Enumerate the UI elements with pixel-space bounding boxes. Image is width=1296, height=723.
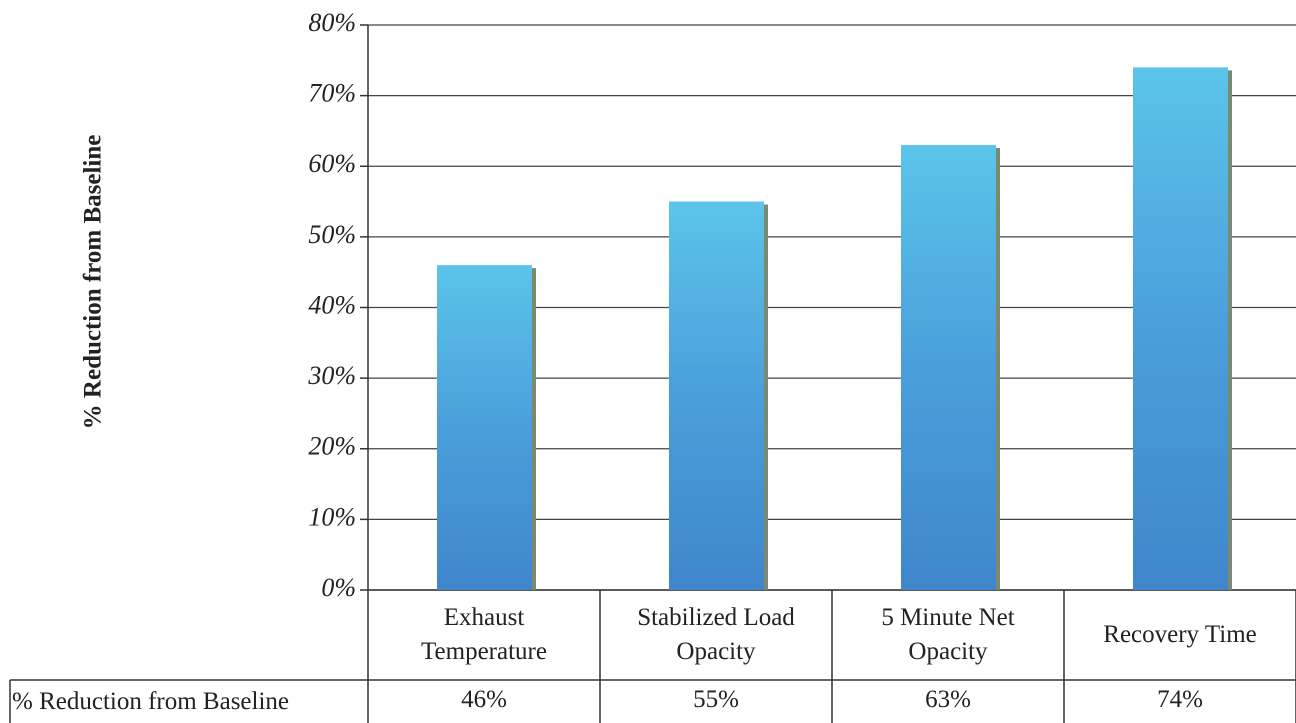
category-cell: Exhaust Temperature <box>421 604 547 665</box>
value-label: 55% <box>693 686 739 713</box>
y-tick-label: 30% <box>307 361 356 390</box>
x-tick-label: Exhaust Temperature <box>421 604 547 665</box>
y-tick-label: 80% <box>308 8 356 37</box>
y-tick-label: 10% <box>308 502 356 531</box>
y-tick-label: 70% <box>308 79 356 108</box>
bar <box>901 145 996 590</box>
category-cell: Recovery Time <box>1103 621 1257 648</box>
value-label: 46% <box>461 686 507 713</box>
bar <box>669 201 764 590</box>
category-cell: 5 Minute Net Opacity <box>881 604 1015 665</box>
y-tick-label: 40% <box>308 290 356 319</box>
y-tick-label: 50% <box>308 220 356 249</box>
y-tick-label: 20% <box>308 432 356 461</box>
x-tick-label: 5 Minute Net Opacity <box>881 604 1015 665</box>
x-tick-label: Stabilized Load Opacity <box>637 604 795 665</box>
series-cell: % Reduction from Baseline <box>12 687 290 715</box>
value-label: 74% <box>1157 686 1203 713</box>
value-label: 63% <box>925 686 971 713</box>
y-tick-label: 0% <box>321 573 356 602</box>
category-cell: Stabilized Load Opacity <box>637 604 795 665</box>
series-name: % Reduction from Baseline <box>12 687 290 715</box>
y-axis-label: % Reduction from Baseline <box>80 135 107 430</box>
y-tick-label: 60% <box>308 149 356 178</box>
x-tick-label: Recovery Time <box>1103 621 1257 648</box>
bar <box>1133 67 1228 590</box>
bar <box>437 265 532 590</box>
